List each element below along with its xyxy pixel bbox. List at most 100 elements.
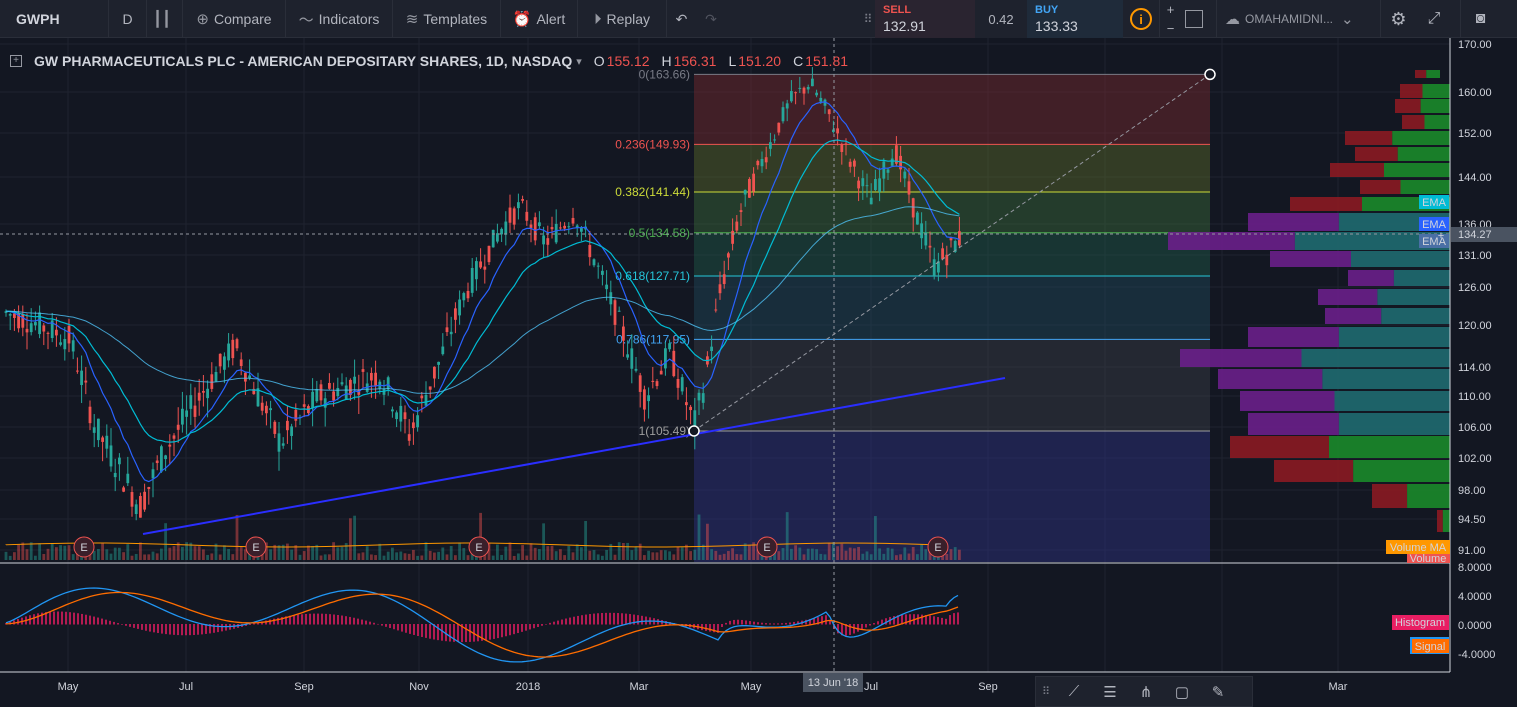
candle-body <box>475 261 478 280</box>
sell-label: SELL <box>883 4 912 16</box>
volume-bar <box>147 554 151 560</box>
volume-bar <box>907 553 911 560</box>
candle-body <box>533 217 537 241</box>
macd-histogram-bar <box>725 622 727 625</box>
sell-price: 132.91 <box>883 18 926 34</box>
volume-bar <box>622 542 625 560</box>
candle-body <box>340 382 344 385</box>
templates-button[interactable]: ≋ Templates <box>392 0 500 38</box>
volume-bar <box>319 555 323 560</box>
earnings-marker <box>927 536 949 558</box>
indicators-button[interactable]: 〜 Indicators <box>285 0 392 38</box>
drag-handle-icon[interactable]: ⠿ <box>863 12 873 26</box>
candle-body <box>777 122 781 133</box>
sell-button[interactable]: SELL 132.91 <box>875 0 975 38</box>
quantity-minus-button[interactable]: − <box>1166 21 1175 36</box>
redo-button[interactable]: ↷ <box>696 0 726 38</box>
price-axis[interactable]: 170.00160.00152.00144.00136.00131.00126.… <box>1386 38 1517 672</box>
dropdown-arrow-icon[interactable]: ▾ <box>576 55 582 68</box>
macd-histogram-bar <box>909 614 911 625</box>
info-button[interactable]: i <box>1123 0 1159 38</box>
trend-line-tool-button[interactable]: ⟋ <box>1056 677 1092 706</box>
candle-body <box>601 270 604 275</box>
candle-body <box>218 353 222 367</box>
candle-body <box>370 372 373 381</box>
chart-style-button[interactable]: ┃┃ <box>146 0 182 38</box>
shape-tool-button[interactable]: ▢ <box>1164 677 1200 706</box>
volume-bar <box>286 543 289 560</box>
macd-histogram-bar <box>349 616 351 625</box>
macd-histogram-bar <box>729 620 731 625</box>
compare-button[interactable]: ⊕ Compare <box>182 0 285 38</box>
volume-bar <box>542 523 545 560</box>
macd-histogram-bar <box>269 619 271 625</box>
time-axis[interactable]: May Jul Sep Nov 2018 Mar May Jul Sep Mar <box>0 671 1517 707</box>
macd-histogram-bar <box>189 624 191 636</box>
undo-button[interactable]: ↶ <box>666 0 696 38</box>
volume-bar <box>378 543 382 560</box>
brush-tool-button[interactable]: ✎ <box>1200 677 1236 706</box>
earnings-marker-label: E <box>763 542 770 554</box>
expand-icon[interactable]: + <box>10 55 22 67</box>
macd-histogram-bar <box>809 618 811 625</box>
candle-body <box>256 388 260 407</box>
volume-bar <box>496 544 499 560</box>
alert-button[interactable]: ⏰ Alert <box>500 0 577 38</box>
candle-body <box>756 160 760 166</box>
trend-line <box>142 377 1006 535</box>
fib-level-label: 0.618(127.71) <box>615 269 690 283</box>
candle-body <box>403 412 407 420</box>
candle-body <box>895 145 898 164</box>
volume-bar <box>265 542 268 560</box>
volume-profile-bar-buy <box>1334 391 1450 411</box>
pitchfork-tool-button[interactable]: ⋔ <box>1128 677 1164 706</box>
macd-histogram-bar <box>589 614 591 625</box>
buy-button[interactable]: BUY 133.33 <box>1027 0 1123 38</box>
drawbar-grip-icon[interactable]: ⠿ <box>1041 686 1051 698</box>
trading-panel: ⠿ SELL 132.91 0.42 BUY 133.33 i + − <box>861 0 1181 38</box>
volume-bar <box>651 552 655 560</box>
volume-bar <box>4 551 8 560</box>
candle-body <box>811 78 814 87</box>
volume-bar <box>290 549 293 560</box>
account-selector[interactable]: ☁ OMAHAMIDNI... ⌄ <box>1216 0 1380 38</box>
replay-button[interactable]: ⏵ Replay <box>577 0 666 38</box>
candle-body <box>886 169 890 173</box>
macd-histogram-bar <box>257 622 259 625</box>
price-tick-label: 98.00 <box>1458 485 1486 497</box>
volume-profile-bar-sell <box>1395 99 1421 113</box>
chart-canvas[interactable]: 0(163.66) 0.236(149.93) 0.382(141.44) 0.5(1… <box>0 38 1517 707</box>
candle-body <box>252 388 256 395</box>
candle-body <box>575 225 579 228</box>
volume-bar <box>819 553 823 560</box>
volume-bar <box>953 547 957 560</box>
ema-label-bg <box>1419 217 1449 231</box>
drawings-layer[interactable] <box>142 68 1216 535</box>
macd-histogram-bar <box>797 621 799 625</box>
candle-body <box>29 323 33 333</box>
candle-body <box>273 421 277 434</box>
layout-square-icon[interactable] <box>1185 10 1203 28</box>
volume-profile-bar-buy <box>1407 484 1450 508</box>
snapshot-button[interactable]: ◙ <box>1460 0 1500 38</box>
candle-body <box>903 171 907 179</box>
macd-histogram-bar <box>41 612 43 625</box>
candle-body <box>718 284 722 294</box>
volume-bar <box>214 543 218 560</box>
fullscreen-button[interactable]: ⤢ <box>1416 0 1452 38</box>
candle-body <box>113 472 117 478</box>
volume-bar <box>601 555 604 560</box>
interval-button[interactable]: D <box>108 0 146 38</box>
symbol-search-button[interactable]: GWPH <box>0 0 108 38</box>
time-axis-bg <box>0 672 1517 707</box>
quantity-plus-button[interactable]: + <box>1166 2 1175 17</box>
legend-title[interactable]: GW PHARMACEUTICALS PLC - AMERICAN DEPOSI… <box>34 53 573 69</box>
candle-body <box>672 350 676 377</box>
volume-bar <box>882 553 886 560</box>
fib-tool-button[interactable]: ☰ <box>1092 677 1128 706</box>
settings-button[interactable]: ⚙ <box>1380 0 1416 38</box>
candle-body <box>412 422 415 429</box>
candle-body <box>647 395 650 402</box>
volume-bar <box>550 545 554 560</box>
volume-bar <box>487 543 491 560</box>
